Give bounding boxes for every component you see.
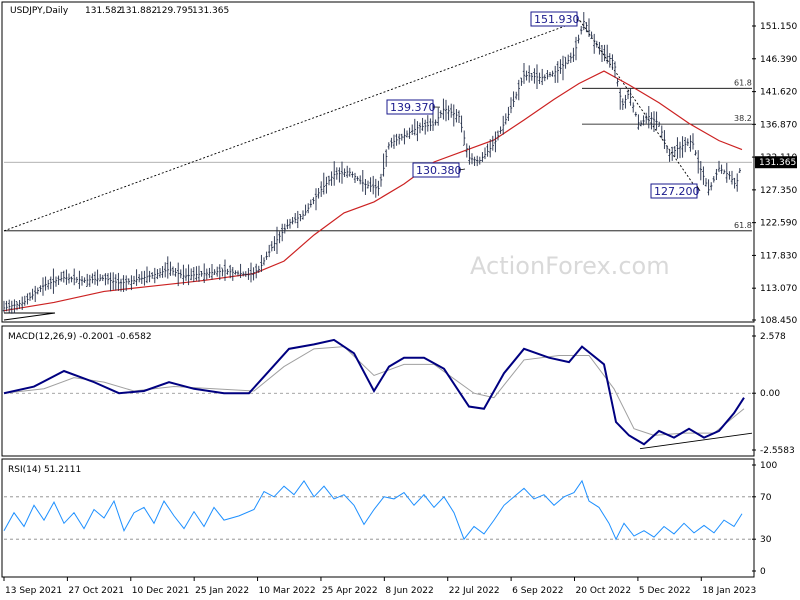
price-label-connector — [458, 168, 466, 171]
rsi-tick-label: 30 — [760, 535, 772, 545]
x-tick-label: 25 Apr 2022 — [322, 586, 378, 596]
x-tick-label: 20 Oct 2022 — [576, 586, 632, 596]
price-label: 139.370 — [390, 101, 436, 114]
x-tick-label: 13 Sep 2021 — [5, 586, 62, 596]
macd-title: MACD(12,26,9) -0.2001 -0.6582 — [8, 332, 152, 342]
x-tick-label: 25 Jan 2022 — [195, 586, 249, 596]
macd-tick-label: 2.578 — [760, 332, 786, 342]
x-tick-label: 18 Jan 2023 — [702, 586, 756, 596]
rsi-tick-label: 70 — [760, 493, 772, 503]
x-tick-label: 6 Sep 2022 — [512, 586, 563, 596]
rsi-panel: 100 70 30 0 — [3, 461, 777, 577]
dotted-trendline-down — [579, 20, 699, 192]
price-tick-label: 113.070 — [760, 284, 797, 294]
macd-tick-label: 0.00 — [760, 389, 780, 399]
price-tick-label: 136.870 — [760, 120, 797, 130]
rsi-tick-label: 0 — [760, 567, 766, 577]
macd-panel: 2.578 0.00 -2.5583 — [3, 332, 795, 456]
ma-line — [3, 70, 743, 312]
x-tick-label: 8 Jun 2022 — [385, 586, 433, 596]
price-label-connector — [576, 18, 579, 21]
price-label: 130.380 — [416, 164, 462, 177]
main-panel-frame — [1, 1, 755, 323]
rsi-panel-frame — [1, 458, 755, 578]
price-tick-label: 127.350 — [760, 186, 797, 196]
ohlc-open: 131.582 — [85, 6, 122, 16]
price-label: 151.930 — [534, 13, 580, 26]
fib-label: 61.8 — [734, 221, 752, 230]
macd-trendline — [639, 432, 753, 450]
price-tick-label: 108.450 — [760, 316, 797, 326]
price-tick-label: 122.590 — [760, 219, 797, 229]
ohlc-low: 129.795 — [156, 6, 193, 16]
x-tick-label: 5 Dec 2022 — [639, 586, 691, 596]
fib-label: 61.8 — [734, 78, 752, 87]
price-label-box — [650, 183, 698, 199]
price-tick-label: 146.390 — [760, 55, 797, 65]
macd-tick-label: -2.5583 — [760, 446, 795, 456]
ohlc-high: 131.882 — [120, 6, 157, 16]
price-tick-label: 151.150 — [760, 22, 797, 32]
ohlc-close: 131.365 — [192, 6, 229, 16]
price-tick-label: 141.620 — [760, 88, 797, 98]
price-tick-label: 117.830 — [760, 251, 797, 261]
watermark: ActionForex.com — [470, 252, 670, 280]
x-tick-label: 10 Mar 2022 — [259, 586, 316, 596]
main-panel: 151.150146.390141.620136.870132.110127.3… — [2, 11, 797, 326]
dotted-trendline-up — [3, 20, 581, 232]
fib-label: 38.2 — [734, 114, 752, 123]
range-line — [3, 312, 56, 321]
rsi-tick-label: 100 — [760, 461, 777, 471]
rsi-title: RSI(14) 51.2111 — [8, 465, 81, 475]
symbol-line: USDJPY,Daily — [10, 6, 69, 16]
x-axis: 13 Sep 2021 27 Oct 2021 10 Dec 2021 25 Jan … — [3, 577, 756, 596]
x-tick-label: 10 Dec 2021 — [132, 586, 190, 596]
rsi-line — [3, 479, 743, 541]
x-tick-label: 22 Jul 2022 — [449, 586, 500, 596]
macd-panel-frame — [1, 325, 755, 457]
current-price-label: 131.365 — [759, 158, 796, 168]
price-label-connector — [696, 185, 701, 192]
current-price-box — [755, 156, 797, 169]
price-label: 127.200 — [654, 185, 700, 198]
macd-line — [3, 338, 745, 446]
x-tick-label: 27 Oct 2021 — [68, 586, 124, 596]
